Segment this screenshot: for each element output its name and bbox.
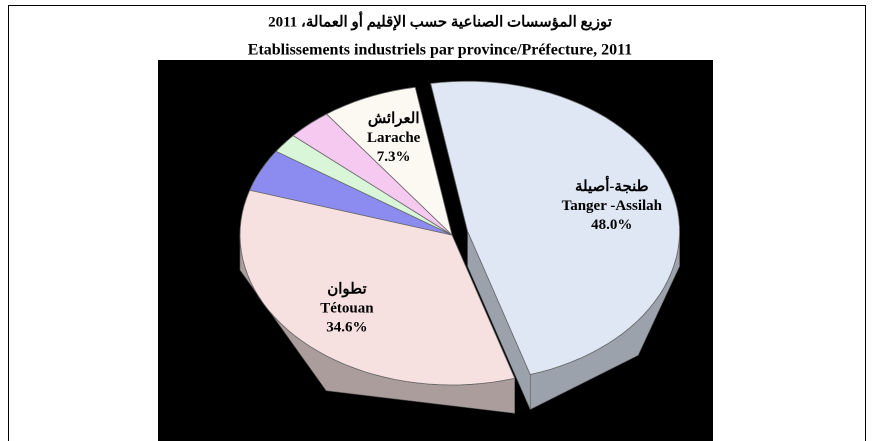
slice — [239, 189, 516, 386]
slice-label: Tanger -Assilah — [562, 198, 663, 214]
slice — [249, 150, 453, 236]
slice-label-ar: تطوان — [327, 282, 366, 298]
slice — [430, 80, 680, 375]
slice-label-ar: العرائش — [368, 111, 420, 127]
value-label: 7.3% — [377, 149, 411, 165]
slice — [325, 86, 453, 237]
slice-label: Larache — [367, 130, 421, 146]
slice-label-ar: طنجة-أصيلة — [575, 175, 649, 195]
slice — [292, 113, 453, 236]
chart-subtitle: Etablissements industriels par province/… — [248, 42, 632, 59]
chart-title: توزيع المؤسسات الصناعية حسب الإقليم أو ا… — [268, 10, 612, 30]
slice-label: Tétouan — [320, 301, 374, 317]
value-label: 48.0% — [591, 217, 632, 233]
value-label: 34.6% — [326, 320, 367, 336]
